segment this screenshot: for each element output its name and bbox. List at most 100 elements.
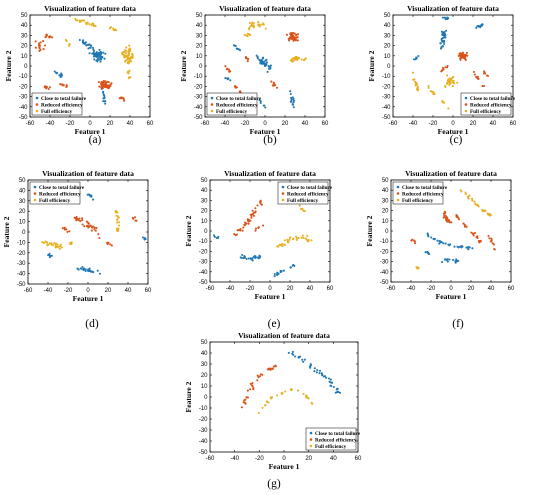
chart-panel-e: Visualization of feature data -60 -40 -20 0 2… <box>184 169 334 330</box>
data-point <box>290 96 293 99</box>
data-point <box>239 90 242 93</box>
data-point <box>292 97 295 100</box>
data-point <box>441 100 444 103</box>
data-point <box>290 98 293 101</box>
data-point <box>247 57 250 60</box>
data-point <box>448 221 452 224</box>
data-point <box>415 56 418 59</box>
data-point <box>488 237 491 240</box>
data-point <box>255 54 258 57</box>
data-point <box>296 39 299 42</box>
data-point <box>87 47 90 50</box>
x-tick-label: 0 <box>449 286 453 292</box>
legend-marker <box>281 185 285 189</box>
y-tick-label: 10 <box>21 54 28 60</box>
data-point <box>88 46 92 49</box>
x-tick-label: -60 <box>24 288 33 294</box>
data-point <box>248 27 251 30</box>
legend-entry: Full efficiency <box>216 109 248 115</box>
series-full-efficiency <box>411 71 459 110</box>
data-point <box>264 59 267 62</box>
legend-entry: Close to total failure <box>470 96 516 102</box>
data-point <box>88 52 91 55</box>
data-point <box>54 243 57 246</box>
data-point <box>86 221 90 224</box>
data-point <box>92 271 95 274</box>
legend-marker <box>35 96 39 100</box>
series-close-to-total-failure <box>424 232 474 264</box>
legend-marker <box>210 96 214 100</box>
y-tick-label: -50 <box>19 115 28 121</box>
data-point <box>60 246 63 249</box>
data-point <box>291 350 294 353</box>
chart-title: Visualization of feature data <box>219 4 311 13</box>
y-axis-label: Feature 2 <box>184 381 193 412</box>
x-axis-label: Feature 1 <box>269 462 300 471</box>
y-tick-label: 50 <box>201 178 208 184</box>
data-point <box>241 253 244 257</box>
data-point <box>444 242 447 245</box>
data-point <box>291 238 294 241</box>
x-tick-label: 60 <box>508 286 515 292</box>
legend-marker <box>35 109 39 113</box>
x-tick-label: 60 <box>510 121 517 127</box>
data-point <box>448 244 451 247</box>
data-point <box>112 27 115 30</box>
y-tick-label: -10 <box>199 239 208 245</box>
legend-entry: Full efficiency <box>41 109 73 115</box>
data-point <box>293 32 296 35</box>
data-point <box>258 58 261 61</box>
data-point <box>93 54 96 57</box>
legend-box <box>277 181 329 205</box>
data-point <box>477 205 480 208</box>
legend-box <box>392 181 444 205</box>
data-point <box>292 101 295 104</box>
data-point <box>289 100 292 103</box>
x-tick-label: 0 <box>451 121 455 127</box>
data-point <box>239 256 242 259</box>
data-point <box>457 216 460 219</box>
data-point <box>456 245 459 248</box>
data-point <box>295 57 298 60</box>
y-tick-label: -20 <box>382 84 391 90</box>
data-point <box>304 237 307 240</box>
y-tick-label: 40 <box>384 23 391 29</box>
x-tick-label: 60 <box>145 288 152 294</box>
data-point <box>264 106 267 109</box>
data-point <box>451 79 454 82</box>
data-point <box>103 97 106 100</box>
y-tick-label: 20 <box>384 44 391 50</box>
data-point <box>306 234 309 237</box>
series-close-to-total-failure <box>47 193 147 275</box>
panel-caption: (f) <box>452 318 464 330</box>
data-point <box>87 193 91 196</box>
y-tick-label: -10 <box>199 406 208 412</box>
data-point <box>432 93 435 96</box>
legend-entry: Reduced efficiency <box>287 191 329 197</box>
legend-entry: Reduced efficiency <box>402 191 444 197</box>
series-reduced-efficiency <box>240 364 277 409</box>
data-point <box>55 245 59 248</box>
data-point <box>89 224 92 227</box>
data-point <box>293 36 296 39</box>
data-point <box>249 257 252 260</box>
data-point <box>116 221 119 224</box>
x-tick-label: 20 <box>105 288 112 294</box>
y-tick-label: 40 <box>19 188 26 194</box>
data-point <box>471 232 474 235</box>
data-point <box>299 355 302 358</box>
data-point <box>96 52 100 55</box>
data-point <box>59 75 62 79</box>
x-tick-label: 40 <box>302 121 309 127</box>
y-tick-label: -50 <box>382 115 391 121</box>
data-point <box>45 241 48 244</box>
data-point <box>43 44 47 47</box>
x-tick-label: 40 <box>125 288 132 294</box>
data-point <box>114 28 117 32</box>
data-point <box>257 411 260 415</box>
data-point <box>85 44 88 47</box>
data-point <box>249 388 252 391</box>
data-point <box>440 38 443 42</box>
data-point <box>447 107 450 110</box>
